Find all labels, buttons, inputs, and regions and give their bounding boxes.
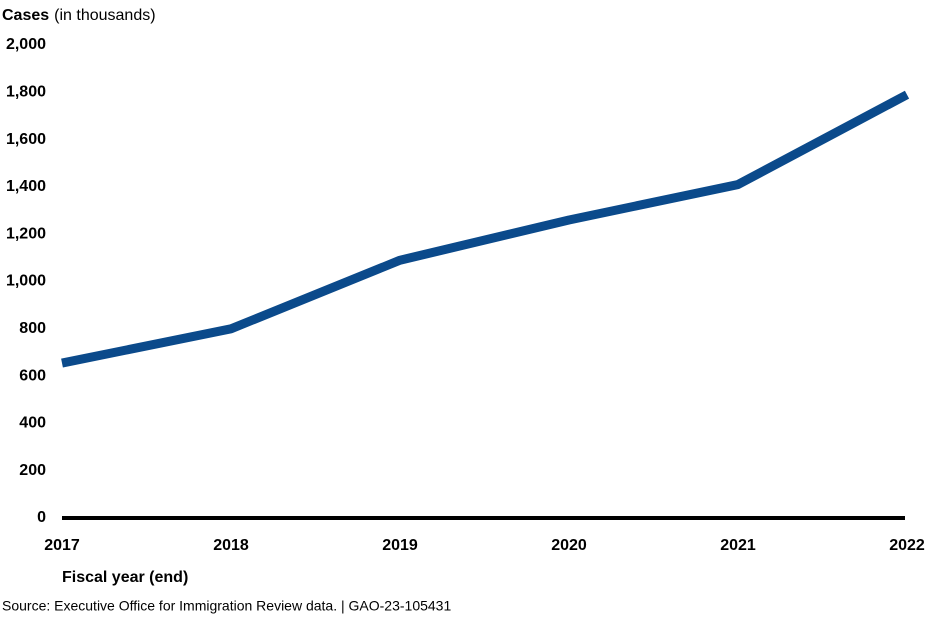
y-tick-label: 1,600 (6, 131, 46, 148)
y-label: Cases (2, 7, 49, 24)
y-label-note: (in thousands) (54, 7, 155, 24)
y-tick-label: 0 (37, 509, 46, 526)
x-tick-label: 2022 (889, 537, 925, 554)
y-tick-label: 2,000 (6, 36, 46, 53)
y-tick-label: 400 (19, 415, 46, 432)
y-tick-label: 200 (19, 462, 46, 479)
y-tick-label: 1,200 (6, 225, 46, 242)
y-tick-label: 1,400 (6, 178, 46, 195)
y-tick-label: 800 (19, 320, 46, 337)
series-line (61, 90, 910, 368)
y-tick-label: 1,000 (6, 273, 46, 290)
x-tick-label: 2017 (44, 537, 80, 554)
y-tick-label: 1,800 (6, 84, 46, 101)
x-tick-label: 2020 (551, 537, 587, 554)
y-axis-title: Cases (in thousands) (2, 7, 156, 24)
x-tick-label: 2018 (213, 537, 249, 554)
x-tick-label: 2019 (382, 537, 418, 554)
x-tick-label: 2021 (720, 537, 756, 554)
source: Source: Executive Office for Immigration… (2, 598, 451, 614)
y-tick-label: 600 (19, 367, 46, 384)
x-axis-title: Fiscal year (end) (62, 569, 188, 586)
